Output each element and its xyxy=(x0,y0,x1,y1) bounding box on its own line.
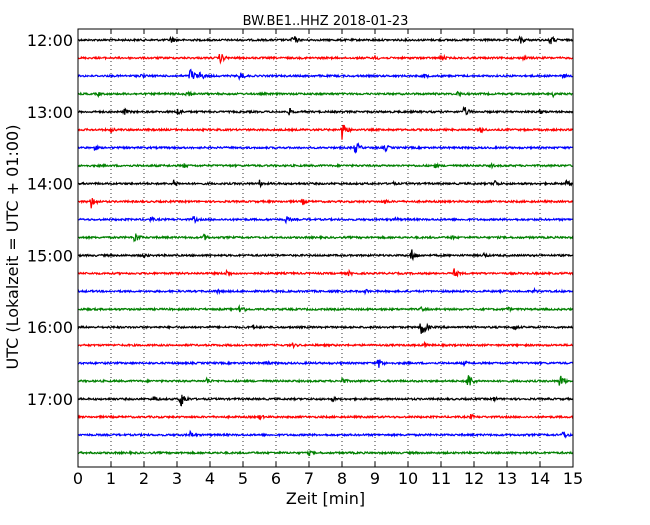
trace-1245 xyxy=(77,90,574,99)
y-tick-label: 13:00 xyxy=(27,103,73,122)
x-tick-label: 9 xyxy=(370,469,380,488)
y-axis-label: UTC (Lokalzeit = UTC + 01:00) xyxy=(3,125,22,370)
trace-1615 xyxy=(77,340,574,350)
trace-1330 xyxy=(77,142,574,154)
trace-1700 xyxy=(77,394,574,407)
x-tick-label: 13 xyxy=(497,469,517,488)
seismogram-traces xyxy=(77,35,574,457)
trace-1445 xyxy=(77,233,574,243)
trace-1530 xyxy=(77,286,574,296)
trace-1545 xyxy=(77,303,574,313)
trace-1400 xyxy=(77,179,574,189)
trace-1215 xyxy=(77,53,574,65)
x-tick-label: 6 xyxy=(271,469,281,488)
trace-1630 xyxy=(77,359,574,368)
trace-1500 xyxy=(77,249,574,262)
x-tick-label: 5 xyxy=(238,469,248,488)
trace-1645 xyxy=(77,375,574,386)
x-tick-label: 0 xyxy=(73,469,83,488)
plot-frame xyxy=(77,28,574,468)
x-tick-label: 14 xyxy=(530,469,550,488)
x-tick-label: 3 xyxy=(172,469,182,488)
trace-1300 xyxy=(77,105,574,116)
x-tick-label: 10 xyxy=(398,469,418,488)
x-tick-label: 2 xyxy=(139,469,149,488)
y-tick-label: 16:00 xyxy=(27,318,73,337)
trace-1315 xyxy=(77,124,574,140)
y-tick-label: 12:00 xyxy=(27,31,73,50)
trace-1715 xyxy=(77,413,574,421)
chart-title: BW.BE1..HHZ 2018-01-23 xyxy=(243,14,409,29)
y-axis-ticks: 12:00 13:00 14:00 15:00 16:00 17:00 xyxy=(27,31,573,409)
trace-1345 xyxy=(77,161,574,170)
x-axis-ticks: 0 1 2 3 4 5 6 7 8 9 10 11 12 13 14 15 xyxy=(73,29,583,488)
x-tick-label: 7 xyxy=(304,469,314,488)
x-tick-label: 1 xyxy=(106,469,116,488)
x-tick-label: 8 xyxy=(337,469,347,488)
x-tick-label: 12 xyxy=(464,469,484,488)
x-tick-label: 4 xyxy=(205,469,215,488)
x-axis-label: Zeit [min] xyxy=(286,489,365,508)
trace-1745 xyxy=(77,449,574,457)
trace-1415 xyxy=(77,197,574,209)
trace-1430 xyxy=(77,215,574,225)
trace-1600 xyxy=(77,322,574,334)
y-tick-label: 14:00 xyxy=(27,175,73,194)
y-tick-label: 15:00 xyxy=(27,246,73,265)
trace-1200 xyxy=(77,35,574,45)
x-tick-label: 11 xyxy=(431,469,451,488)
y-tick-label: 17:00 xyxy=(27,390,73,409)
trace-1515 xyxy=(77,268,574,278)
x-tick-label: 15 xyxy=(563,469,583,488)
trace-1230 xyxy=(77,68,574,82)
trace-1730 xyxy=(77,429,574,439)
